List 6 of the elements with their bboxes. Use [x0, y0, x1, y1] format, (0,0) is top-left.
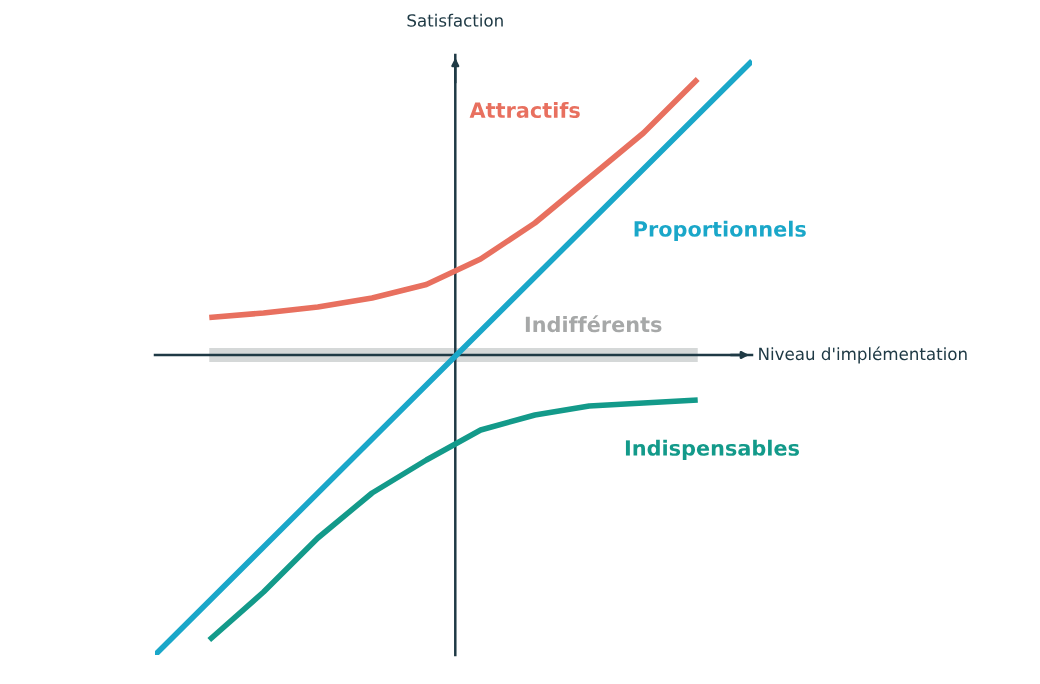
- series-label: Indispensables: [625, 439, 799, 460]
- y-axis-title: Satisfaction: [407, 13, 503, 27]
- series-label: Indifférents: [525, 315, 662, 333]
- text: Attractifs: [469, 101, 580, 119]
- series-label: Proportionnels: [634, 220, 806, 241]
- x-axis-title: Niveau d'implémentation: [759, 346, 967, 364]
